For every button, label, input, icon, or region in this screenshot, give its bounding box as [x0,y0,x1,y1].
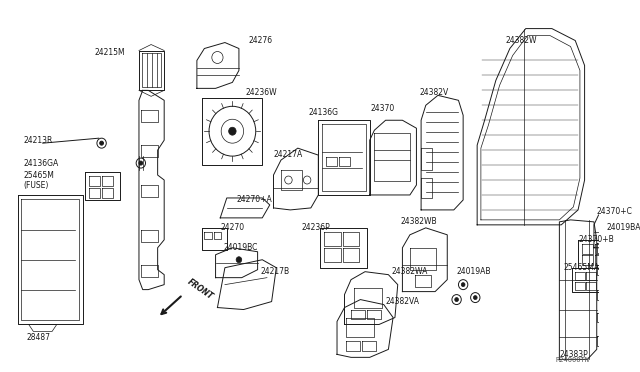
Text: 24382WA: 24382WA [391,267,428,276]
Circle shape [474,296,477,299]
Text: 24213R: 24213R [23,136,52,145]
Text: 24276: 24276 [248,36,273,45]
Circle shape [228,127,236,135]
Text: 24019BA: 24019BA [606,223,640,232]
Circle shape [455,298,458,302]
Circle shape [236,257,242,263]
Text: 24217A: 24217A [273,150,303,158]
Text: 24136GA: 24136GA [23,158,58,167]
Text: 24136G: 24136G [309,108,339,117]
Text: 24382VA: 24382VA [385,297,420,306]
Circle shape [625,227,628,230]
Text: FRONT: FRONT [186,278,215,302]
Text: 24382WB: 24382WB [401,217,437,227]
Text: 24383P: 24383P [559,350,588,359]
Text: 24370+C: 24370+C [596,208,632,217]
Text: 24217B: 24217B [260,267,289,276]
Text: 24270: 24270 [220,223,244,232]
Text: (FUSE): (FUSE) [23,180,49,189]
Text: 25465MA: 25465MA [563,263,599,272]
Text: 24370: 24370 [371,104,395,113]
Text: 24382V: 24382V [419,88,449,97]
Text: 25465M: 25465M [23,170,54,180]
Circle shape [100,141,104,145]
Text: 24019AB: 24019AB [456,267,491,276]
Text: 28487: 28487 [27,333,51,342]
Circle shape [461,283,465,286]
Circle shape [139,161,143,165]
Text: R24000TN: R24000TN [556,357,589,363]
Text: 24019BC: 24019BC [223,243,257,252]
Text: 24236W: 24236W [246,88,277,97]
Text: 24370+B: 24370+B [578,235,614,244]
Text: 24215M: 24215M [94,48,125,57]
Text: 24382W: 24382W [505,36,537,45]
Text: 24270+A: 24270+A [236,195,272,205]
Text: 24236P: 24236P [301,223,330,232]
